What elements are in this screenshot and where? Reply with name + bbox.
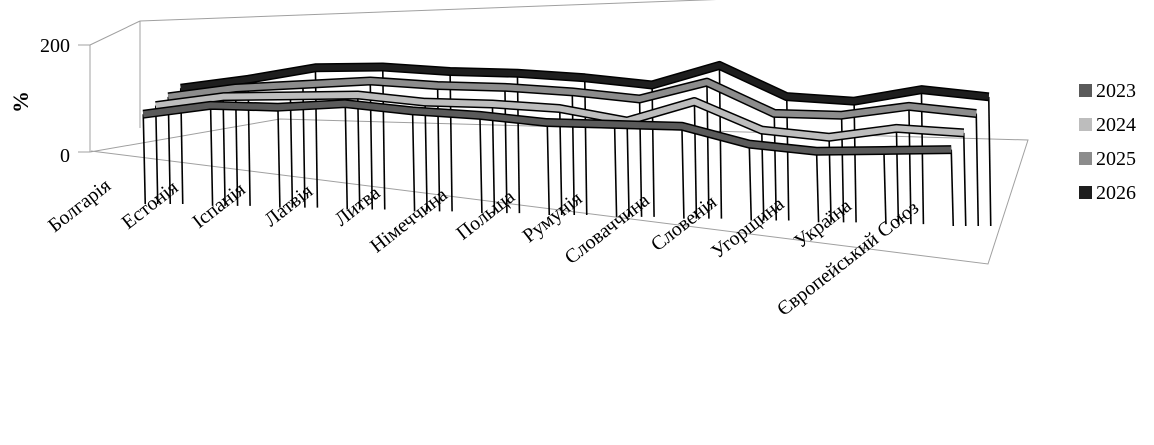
- drop-line-2023-5: [479, 115, 483, 214]
- drop-line-2026-4: [449, 71, 453, 212]
- category-label-11: Україна: [790, 195, 856, 253]
- drop-line-2026-10: [853, 101, 857, 223]
- drop-line-2026-7: [651, 84, 655, 217]
- y-tick-label-200: 200: [40, 35, 70, 57]
- y-axis-title: %: [8, 91, 33, 113]
- drop-line-2023-10: [815, 151, 820, 223]
- drop-line-2023-8: [681, 126, 685, 219]
- drop-line-2023-12: [950, 149, 955, 227]
- drop-line-2023-2: [277, 107, 281, 208]
- legend: 2023 2024 2025 2026: [1079, 80, 1136, 204]
- drop-line-2026-6: [583, 77, 588, 216]
- drop-line-2024-7: [626, 121, 630, 217]
- legend-swatch-2025: [1079, 152, 1092, 165]
- y-tick-label-0: 0: [60, 145, 70, 167]
- legend-swatch-2023: [1079, 84, 1092, 97]
- drop-line-2026-5: [516, 73, 521, 214]
- drop-line-2024-3: [356, 94, 361, 210]
- drop-line-2023-6: [546, 122, 551, 216]
- legend-label-2025: 2025: [1096, 148, 1136, 170]
- drop-line-2023-7: [613, 124, 618, 217]
- drop-line-2023-3: [344, 103, 349, 210]
- drop-line-2024-4: [424, 102, 428, 212]
- category-label-0: Болгарія: [44, 175, 115, 237]
- legend-label-2026: 2026: [1096, 182, 1136, 204]
- drop-line-2024-11: [895, 128, 900, 225]
- legend-label-2023: 2023: [1096, 80, 1136, 102]
- category-label-10: Угорщина: [707, 193, 788, 263]
- chart-frame: [89, 0, 1029, 265]
- plot-area: [142, 60, 992, 227]
- legend-swatch-2024: [1079, 118, 1092, 131]
- drop-line-2026-3: [381, 66, 386, 210]
- category-label-1: Естонія: [118, 176, 183, 233]
- floor: [89, 118, 1029, 265]
- drop-line-2024-12: [962, 132, 967, 227]
- drop-line-2023-11: [883, 150, 887, 225]
- drop-line-2023-9: [748, 144, 753, 221]
- category-label-4: Литва: [331, 182, 385, 231]
- drop-line-2024-0: [154, 105, 159, 205]
- category-label-6: Польща: [452, 186, 519, 245]
- series-2023: [142, 99, 955, 227]
- drop-line-2024-2: [289, 95, 294, 208]
- drop-line-2025-12: [975, 113, 980, 227]
- drop-line-2023-4: [411, 110, 416, 212]
- drop-line-2026-12: [987, 96, 992, 227]
- drop-line-2024-8: [693, 101, 698, 219]
- drop-line-2024-5: [491, 104, 496, 214]
- drop-line-2024-1: [222, 96, 226, 206]
- category-label-2: Іспанія: [188, 178, 249, 233]
- drop-line-2023-1: [209, 105, 214, 206]
- y-axis: 0 200%: [8, 35, 90, 167]
- drop-line-2026-2: [314, 67, 319, 208]
- legend-label-2024: 2024: [1096, 114, 1136, 136]
- left-wall: [89, 20, 141, 152]
- category-label-3: Латвія: [260, 180, 317, 231]
- legend-swatch-2026: [1079, 186, 1092, 199]
- series-2024: [154, 90, 967, 227]
- back-wall-top: [139, 0, 717, 22]
- category-labels: Болгарія Естонія Іспанія Латвія ЛитваНімеччи…: [44, 175, 923, 321]
- drop-line-2023-0: [142, 114, 147, 205]
